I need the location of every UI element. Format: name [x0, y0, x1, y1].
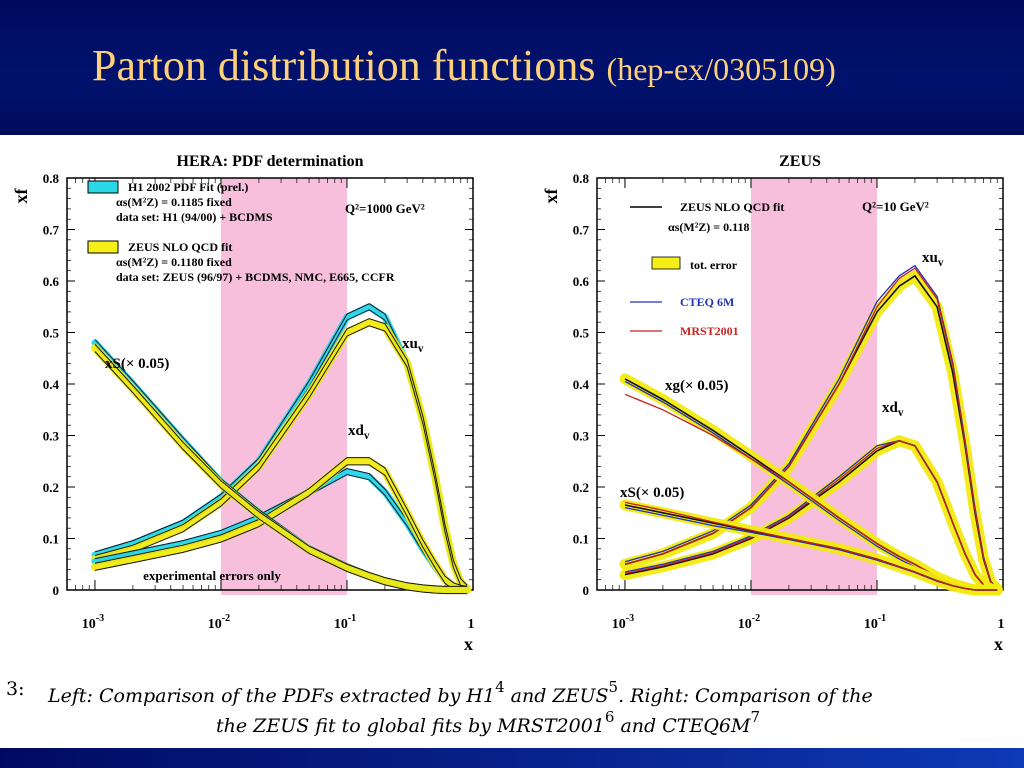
x-tick-label: 10-1: [334, 613, 356, 632]
y-tick-label: 0.8: [573, 171, 590, 186]
series-line: [94, 343, 468, 587]
caption-ref: 5: [608, 678, 619, 696]
caption-number: 3:: [6, 678, 25, 700]
caption-text-a: Left: Comparison of the PDFs extracted b…: [48, 685, 496, 707]
error-band: [91, 457, 472, 594]
x-tick-label: 10-3: [612, 613, 634, 632]
figure-caption: 3: Left: Comparison of the PDFs extracte…: [0, 670, 1024, 748]
y-tick-label: 0.7: [573, 223, 590, 238]
y-axis-label: xf: [541, 188, 561, 204]
y-tick-label: 0.8: [43, 171, 60, 186]
series-line: [624, 440, 998, 591]
chart-title: HERA: PDF determination: [177, 153, 364, 170]
y-tick-label: 0.1: [43, 532, 59, 547]
legend-detail: αs(M²Z) = 0.118: [668, 220, 749, 234]
y-tick-label: 0.2: [43, 480, 59, 495]
curve-label-xS: xS(× 0.05): [105, 356, 169, 372]
caption-ref: 4: [495, 678, 505, 696]
series-line: [94, 318, 468, 586]
title-text: Parton distribution functions: [92, 41, 596, 90]
plots-area: HERA: PDF determination 0 0.1 0.2 0.3 0.4 0.5 0…: [0, 135, 1024, 670]
caption-text-b: and ZEUS: [510, 685, 609, 707]
caption-text-d: the ZEUS fit to global fits by MRST2001: [216, 715, 605, 737]
error-band: [91, 318, 472, 593]
legend-detail: αs(M²Z) = 0.1180 fixed: [116, 255, 232, 269]
q2-label: Q²=10 GeV²: [862, 199, 929, 214]
y-tick-label: 0.2: [573, 480, 589, 495]
y-axis-label: xf: [11, 188, 31, 204]
y-tick-label: 0.6: [43, 274, 60, 289]
y-tick-label: 0.1: [573, 532, 589, 547]
y-tick-label: 0.7: [43, 223, 60, 238]
x-tick-label: 10-3: [82, 613, 104, 632]
series-line: [624, 501, 998, 591]
legend-entry: ZEUS NLO QCD fit: [680, 200, 784, 214]
series-line: [624, 267, 998, 590]
legend-entry: CTEQ 6M: [680, 295, 734, 309]
y-tick-label: 0.5: [573, 326, 590, 341]
caption-ref: 6: [604, 708, 615, 726]
y-tick-label: 0.6: [573, 274, 590, 289]
error-band: [91, 344, 472, 594]
y-tick-label: 0.4: [573, 377, 590, 392]
legend-swatch: [651, 256, 681, 270]
legend-entry: MRST2001: [680, 324, 739, 338]
y-tick-label: 0.5: [43, 326, 60, 341]
legend-swatch: [87, 240, 119, 254]
caption-text-e: and CTEQ6M: [620, 715, 751, 737]
curve-label-xS: xS(× 0.05): [620, 485, 684, 501]
legend-entry: H1 2002 PDF Fit (prel.): [128, 180, 248, 194]
series-line: [94, 351, 468, 595]
series-line: [94, 325, 468, 593]
y-tick-label: 0.3: [573, 429, 590, 444]
x-tick-label: 1: [468, 617, 475, 632]
x-tick-label: 1: [998, 617, 1005, 632]
legend-entry: tot. error: [690, 258, 738, 272]
caption-line-1: Left: Comparison of the PDFs extracted b…: [48, 678, 873, 707]
x-tick-label: 10-2: [208, 613, 230, 632]
y-tick-label: 0: [53, 583, 60, 598]
bottom-band: [0, 748, 1024, 768]
title-band: Parton distribution functions (hep-ex/03…: [0, 0, 1024, 135]
q2-label: Q²=1000 GeV²: [345, 201, 425, 216]
caption-ref: 7: [750, 708, 760, 726]
caption-line-2: the ZEUS fit to global fits by MRST20016…: [216, 708, 760, 737]
x-axis-label: x: [464, 634, 473, 654]
curve-label-xdv: xdv: [348, 423, 370, 442]
y-tick-label: 0.4: [43, 377, 60, 392]
y-tick-label: 0: [583, 583, 590, 598]
chart-title: ZEUS: [779, 153, 821, 170]
title-reference: (hep-ex/0305109): [606, 51, 836, 87]
caption-text-c: . Right: Comparison of the: [618, 685, 873, 707]
plots-svg: HERA: PDF determination 0 0.1 0.2 0.3 0.4 0.5 0…: [11, 153, 1005, 654]
legend-detail: αs(M²Z) = 0.1185 fixed: [116, 195, 232, 209]
footer-note: experimental errors only: [143, 568, 281, 583]
legend-entry: ZEUS NLO QCD fit: [128, 240, 232, 254]
x-tick-label: 10-2: [738, 613, 760, 632]
series-line: [94, 457, 468, 587]
curve-label-xg: xg(× 0.05): [665, 378, 729, 394]
legend-swatch: [87, 180, 119, 194]
curve-label-xuv: xuv: [922, 250, 944, 269]
curve-label-xuv: xuv: [402, 336, 424, 355]
curve-label-xdv: xdv: [882, 400, 904, 419]
legend-detail: data set: ZEUS (96/97) + BCDMS, NMC, E66…: [116, 270, 395, 284]
x-tick-label: 10-1: [864, 613, 886, 632]
x-axis-label: x: [994, 634, 1003, 654]
y-tick-label: 0.3: [43, 429, 60, 444]
legend-detail: data set: H1 (94/00) + BCDMS: [116, 210, 273, 224]
slide-title: Parton distribution functions (hep-ex/03…: [92, 40, 836, 91]
